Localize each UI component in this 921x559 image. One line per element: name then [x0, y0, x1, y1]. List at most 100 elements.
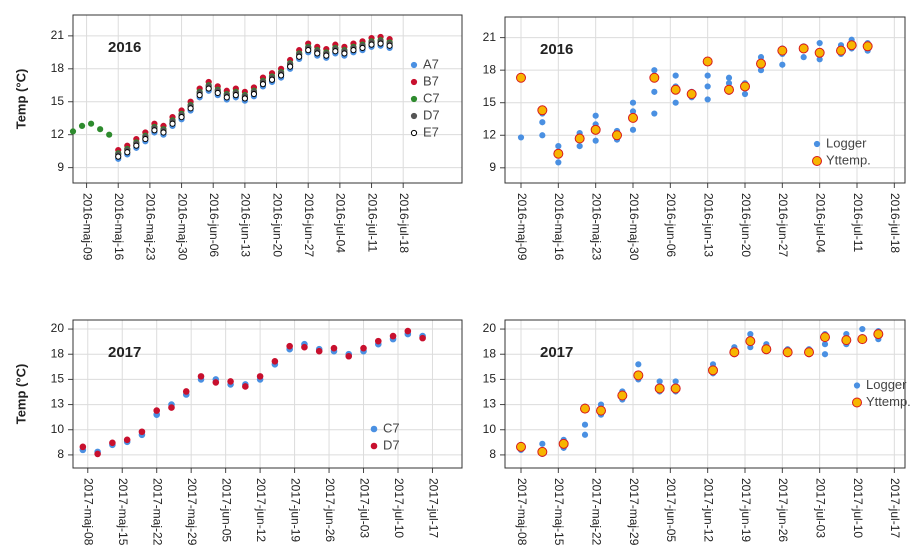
data-point — [419, 334, 426, 342]
data-point — [702, 56, 713, 67]
data-point — [516, 441, 526, 452]
y-tick-label: 12 — [483, 127, 497, 141]
data-point — [798, 43, 809, 54]
data-point — [223, 94, 230, 101]
y-tick-label: 21 — [483, 30, 497, 44]
y-tick-label: 15 — [483, 372, 497, 386]
legend-marker — [852, 397, 862, 408]
y-tick-label: 8 — [57, 447, 64, 461]
data-point — [745, 336, 756, 347]
x-tick-label: 2017-maj-29 — [185, 478, 199, 546]
y-tick-label: 10 — [51, 422, 65, 436]
data-point — [670, 84, 681, 95]
y-tick-label: 12 — [51, 127, 65, 141]
data-point — [729, 347, 740, 358]
data-point — [187, 105, 194, 112]
x-tick-label: 2017-jul-03 — [813, 478, 827, 538]
plot-frame — [504, 319, 906, 469]
y-tick-label: 13 — [51, 397, 65, 411]
x-tick-label: 2017-jun-19 — [739, 478, 753, 542]
data-point — [704, 96, 711, 103]
data-point — [79, 443, 87, 451]
data-point — [558, 438, 569, 449]
data-point — [97, 126, 104, 133]
data-point — [78, 122, 86, 130]
legend-marker — [410, 95, 418, 103]
x-tick-label: 2017-maj-29 — [627, 478, 641, 546]
y-tick-label: 9 — [489, 160, 496, 174]
x-tick-label: 2016-jul-18 — [888, 193, 902, 253]
data-point — [286, 342, 293, 350]
data-point — [649, 72, 660, 83]
x-tick-label: 2016-jul-04 — [334, 193, 348, 253]
x-tick-label: 2017-maj-15 — [552, 478, 566, 546]
plot-frame — [72, 14, 463, 184]
data-point — [115, 153, 122, 160]
x-tick-label: 2016-maj-23 — [589, 193, 603, 261]
data-point — [779, 61, 786, 68]
legend-label: Logger — [866, 377, 907, 392]
data-point — [651, 110, 658, 117]
x-tick-label: 2017-maj-22 — [589, 478, 603, 546]
data-point — [94, 450, 101, 458]
data-point — [633, 370, 644, 381]
data-point — [314, 50, 321, 57]
y-tick-label: 21 — [51, 28, 65, 42]
data-point — [386, 42, 393, 49]
data-point — [857, 334, 868, 345]
data-point — [581, 421, 589, 428]
legend-label: D7 — [423, 107, 440, 122]
x-tick-label: 2017-jul-10 — [392, 478, 406, 538]
data-point — [271, 357, 279, 365]
data-point — [133, 142, 140, 149]
legend-marker — [410, 61, 418, 69]
data-point — [672, 99, 679, 106]
legend-marker — [370, 442, 378, 450]
data-point — [841, 335, 852, 346]
data-point — [277, 72, 285, 79]
legend-marker — [410, 129, 418, 137]
data-point — [323, 52, 330, 59]
data-point — [708, 365, 718, 376]
data-point — [576, 143, 583, 150]
x-tick-label: 2016-jun-13 — [701, 193, 715, 257]
plot-frame — [504, 16, 906, 184]
x-tick-label: 2017-jun-26 — [323, 478, 337, 542]
data-point — [821, 351, 829, 358]
x-tick-label: 2017-jun-26 — [776, 478, 790, 542]
data-point — [553, 148, 564, 159]
y-tick-label: 9 — [57, 160, 64, 174]
data-point — [250, 90, 258, 98]
data-point — [537, 105, 548, 116]
data-point — [656, 378, 663, 385]
data-point — [151, 127, 158, 134]
x-tick-label: 2016-jun-06 — [664, 193, 678, 257]
data-point — [580, 403, 590, 414]
data-point — [741, 90, 749, 98]
data-point — [168, 404, 175, 411]
data-point — [214, 89, 221, 97]
y-tick-label: 18 — [483, 62, 497, 76]
legend-marker — [410, 112, 418, 120]
x-tick-label: 2016-maj-16 — [112, 193, 126, 261]
legend-label: A7 — [423, 56, 439, 71]
data-point — [389, 332, 397, 340]
legend-label: Logger — [826, 135, 867, 150]
data-point — [859, 325, 866, 333]
x-tick-label: 2016-maj-09 — [80, 193, 94, 261]
data-point — [287, 63, 294, 70]
data-point — [332, 48, 339, 55]
x-tick-label: 2016-jun-27 — [776, 193, 790, 257]
x-tick-label: 2017-maj-22 — [151, 478, 165, 546]
data-point — [124, 149, 131, 156]
data-point — [704, 83, 711, 90]
x-tick-label: 2017-maj-08 — [82, 478, 96, 546]
x-tick-label: 2016-jul-11 — [365, 193, 379, 252]
x-tick-label: 2016-maj-30 — [175, 193, 189, 261]
y-tick-label: 8 — [489, 447, 496, 461]
y-tick-label: 18 — [51, 346, 65, 360]
data-point — [516, 72, 526, 83]
data-point — [651, 67, 658, 74]
data-point — [555, 143, 562, 150]
data-point — [800, 54, 807, 61]
